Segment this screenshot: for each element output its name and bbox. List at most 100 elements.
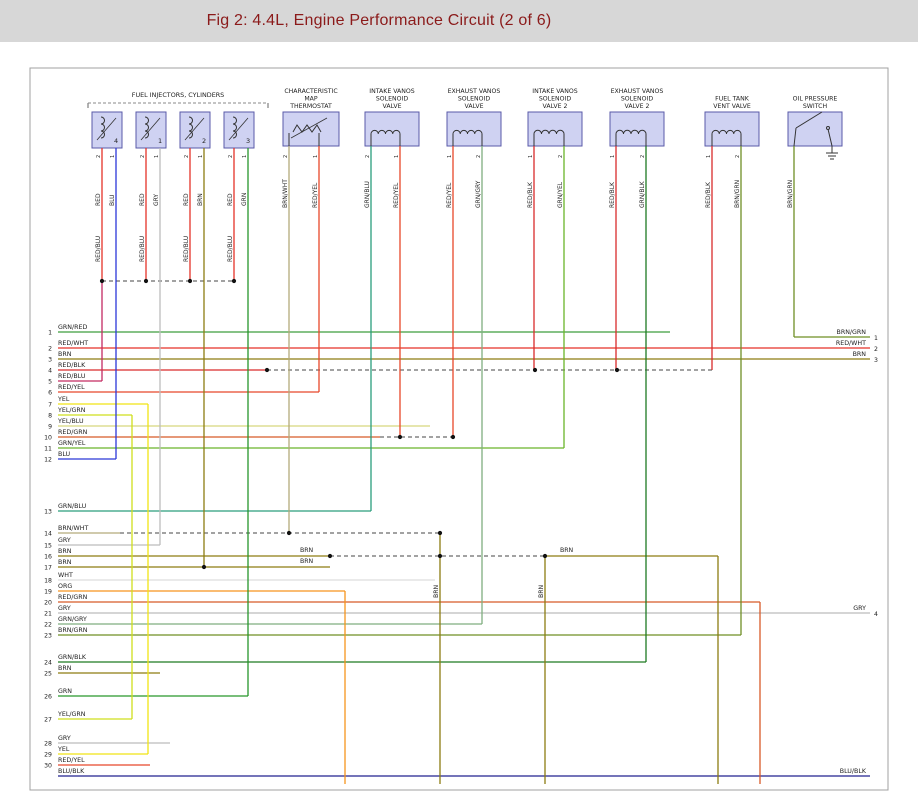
injector-icon bbox=[140, 117, 161, 141]
junction-dot bbox=[614, 367, 620, 373]
row-number: 6 bbox=[48, 390, 52, 397]
component-label: SOLENOID bbox=[458, 96, 490, 103]
pin-number: 2 bbox=[283, 155, 289, 158]
wire-label: RED/YEL bbox=[446, 182, 453, 208]
wire-label: RED/BLK bbox=[705, 181, 712, 208]
row-number: 4 bbox=[48, 368, 52, 375]
row-number: 11 bbox=[44, 446, 52, 453]
row-label: RED/YEL bbox=[58, 757, 85, 764]
pin-number: 2 bbox=[140, 155, 146, 158]
component-label: VENT VALVE bbox=[713, 103, 751, 110]
switch-icon bbox=[793, 127, 797, 147]
right-pin-number: 4 bbox=[874, 611, 878, 618]
wire-label: GRN/BLU bbox=[364, 181, 371, 208]
component-label: SOLENOID bbox=[376, 96, 408, 103]
row-label: BRN bbox=[58, 351, 72, 358]
component-box bbox=[446, 111, 502, 147]
row-label: GRN bbox=[58, 688, 72, 695]
pin-number: 2 bbox=[476, 155, 482, 158]
component-label: SWITCH bbox=[803, 103, 828, 110]
pin-number: 1 bbox=[394, 155, 400, 158]
row-number: 3 bbox=[48, 357, 52, 364]
right-wire-label: RED/WHT bbox=[836, 340, 866, 347]
wire-label: RED bbox=[183, 193, 190, 206]
row-number: 8 bbox=[48, 413, 52, 420]
pin-number: 1 bbox=[154, 155, 160, 158]
wire-label: BRN/WHT bbox=[282, 179, 289, 208]
pin-number: 1 bbox=[242, 155, 248, 158]
wire-label: RED/BLU bbox=[227, 236, 234, 262]
row-number: 14 bbox=[44, 531, 52, 538]
junction-dot bbox=[532, 367, 538, 373]
junction-dot bbox=[397, 434, 403, 440]
pin-number: 2 bbox=[735, 155, 741, 158]
row-label: GRY bbox=[58, 537, 71, 544]
row-label: BLU/BLK bbox=[58, 768, 85, 775]
wire-label: GRN/BLK bbox=[639, 180, 646, 208]
junction-dot bbox=[99, 278, 105, 284]
pin-number: 1 bbox=[198, 155, 204, 158]
wire-label: RED/BLU bbox=[95, 236, 102, 262]
row-label: BRN bbox=[58, 559, 72, 566]
wire-label: BRN/GRN bbox=[734, 180, 741, 208]
component-box bbox=[223, 111, 255, 149]
row-label: GRN/BLK bbox=[58, 654, 87, 661]
thermostat-icon bbox=[292, 124, 322, 133]
row-number: 25 bbox=[44, 671, 52, 678]
injector-icon bbox=[144, 116, 149, 139]
mid-wire-label: BRN bbox=[538, 584, 545, 598]
wire-label: RED/BLU bbox=[183, 236, 190, 262]
component-label: FUEL TANK bbox=[715, 96, 750, 103]
wire-label: GRN bbox=[241, 193, 248, 206]
wire-label: GRY bbox=[153, 194, 160, 206]
pin-number: 2 bbox=[228, 155, 234, 158]
row-label: GRY bbox=[58, 735, 71, 742]
wire-label: RED/BLK bbox=[609, 181, 616, 208]
right-wire-label: GRY bbox=[853, 605, 866, 612]
row-number: 26 bbox=[44, 694, 52, 701]
row-label: YEL/GRN bbox=[57, 711, 86, 718]
component-label: VALVE 2 bbox=[543, 103, 568, 110]
injector-icon bbox=[100, 116, 105, 139]
coil-icon bbox=[370, 129, 401, 135]
pin-number: 2 bbox=[640, 155, 646, 158]
row-label: RED/GRN bbox=[58, 594, 88, 601]
row-number: 21 bbox=[44, 611, 52, 618]
wire-label: GRN/YEL bbox=[557, 181, 564, 208]
junction-dot bbox=[437, 530, 443, 536]
junction-dot bbox=[327, 553, 333, 559]
row-label: GRY bbox=[58, 605, 71, 612]
row-label: RED/BLU bbox=[58, 373, 86, 380]
component-label: EXHAUST VANOS bbox=[611, 88, 664, 95]
component-label: VALVE bbox=[465, 103, 484, 110]
component-label: VALVE bbox=[383, 103, 402, 110]
wire-label: RED bbox=[95, 193, 102, 206]
row-label: RED/WHT bbox=[58, 340, 88, 347]
component-box bbox=[91, 111, 123, 149]
row-number: 23 bbox=[44, 633, 52, 640]
wire-label: BRN/GRN bbox=[787, 180, 794, 208]
row-label: ORG bbox=[58, 583, 72, 590]
row-number: 17 bbox=[44, 565, 52, 572]
row-label: GRN/BLU bbox=[58, 503, 87, 510]
right-pin-number: 1 bbox=[874, 335, 878, 342]
wire-label: RED bbox=[139, 193, 146, 206]
junction-dot bbox=[264, 367, 270, 373]
injector-number: 2 bbox=[202, 137, 206, 145]
mid-wire-label: BRN bbox=[433, 584, 440, 598]
row-number: 22 bbox=[44, 622, 52, 629]
component-box bbox=[364, 111, 420, 147]
component-label: INTAKE VANOS bbox=[532, 88, 577, 95]
injector-number: 4 bbox=[114, 137, 118, 145]
row-label: GRN/GRY bbox=[58, 616, 87, 623]
row-number: 19 bbox=[44, 589, 52, 596]
coil-icon bbox=[452, 129, 483, 135]
component-box bbox=[704, 111, 760, 147]
switch-icon bbox=[795, 111, 823, 129]
row-number: 10 bbox=[44, 435, 52, 442]
pin-number: 2 bbox=[558, 155, 564, 158]
right-pin-number: 3 bbox=[874, 357, 878, 364]
injector-number: 1 bbox=[158, 137, 162, 145]
wire-label: RED/BLU bbox=[139, 236, 146, 262]
